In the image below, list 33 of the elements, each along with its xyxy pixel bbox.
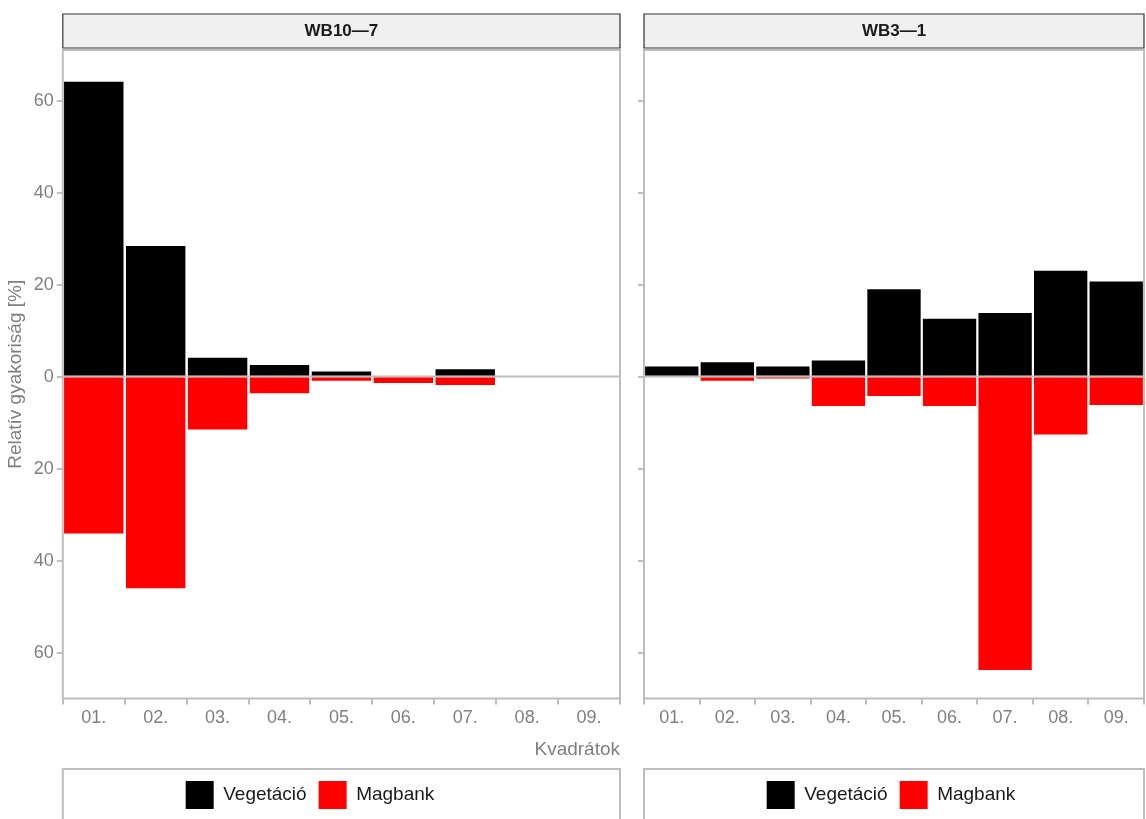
x-tick-label: 01.: [659, 707, 685, 728]
y-tick-label: 60: [33, 89, 54, 110]
x-tick-label: 03.: [770, 707, 796, 728]
x-axis-title: Kvadrátok: [534, 737, 621, 759]
x-tick-label: 09.: [1103, 707, 1129, 728]
x-tick-label: 05.: [881, 707, 907, 728]
legend-label: Vegetáció: [804, 783, 888, 805]
x-tick-label: 04.: [825, 707, 851, 728]
y-axis-title: Relatív gyakoriság [%]: [3, 279, 25, 469]
x-tick-label: 08.: [1048, 707, 1074, 728]
y-tick-label: 40: [33, 549, 54, 570]
x-tick-label: 05.: [328, 707, 354, 728]
legend-label: Magbank: [356, 783, 435, 805]
legend-label: Vegetáció: [223, 783, 307, 805]
chart-title: WB3—1: [861, 20, 927, 40]
y-tick-label: 0: [43, 365, 54, 386]
y-tick-label: 40: [33, 181, 54, 202]
x-tick-label: 04.: [266, 707, 293, 728]
y-tick-label: 60: [33, 641, 54, 662]
x-tick-label: 07.: [992, 707, 1018, 728]
x-tick-label: 06.: [937, 707, 963, 728]
chart-title: WB10—7: [304, 20, 379, 40]
y-tick-label: 20: [33, 457, 54, 478]
x-tick-label: 03.: [205, 707, 231, 728]
x-tick-label: 07.: [452, 707, 478, 728]
x-tick-label: 02.: [714, 707, 740, 728]
x-tick-label: 06.: [390, 707, 416, 728]
legend-label: Magbank: [937, 783, 1016, 805]
x-tick-label: 08.: [514, 707, 540, 728]
y-tick-label: 20: [33, 273, 54, 294]
x-tick-label: 09.: [576, 707, 602, 728]
x-tick-label: 01.: [81, 707, 107, 728]
x-tick-label: 02.: [143, 707, 169, 728]
